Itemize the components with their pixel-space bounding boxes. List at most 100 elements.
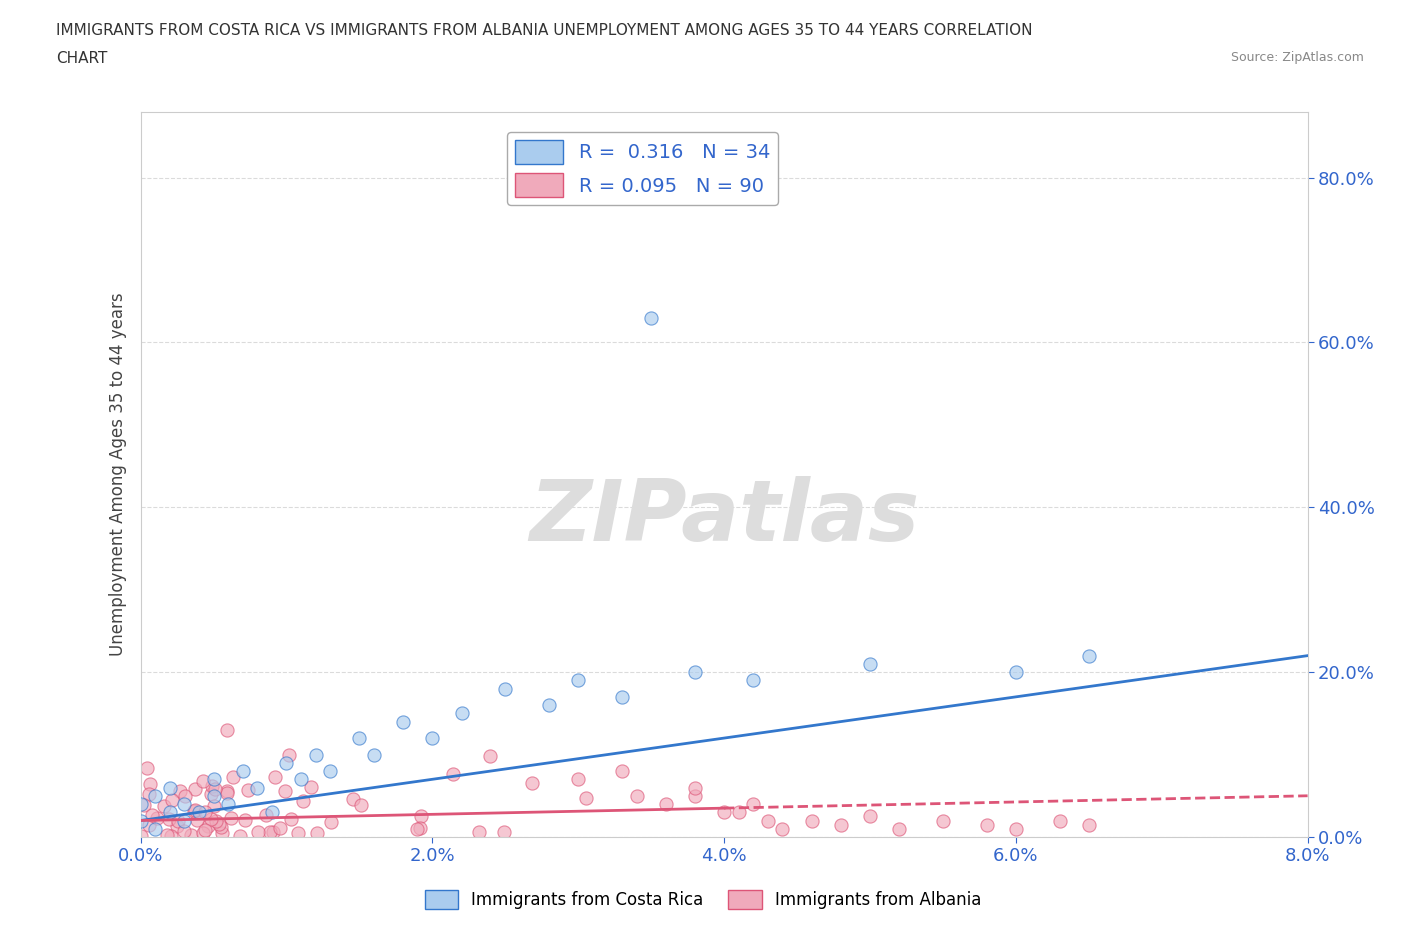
Point (520, 776, 543, 790)
Point (180, 828, 202, 843)
Point (683, 789, 706, 804)
Point (626, 789, 648, 804)
Text: ZIPatlas: ZIPatlas (529, 476, 920, 559)
Point (655, 797, 678, 812)
Point (406, 822, 429, 837)
Point (138, 787, 160, 802)
Point (276, 755, 298, 770)
Point (153, 799, 176, 814)
Point (167, 814, 190, 829)
Point (219, 810, 242, 825)
Point (742, 673, 765, 688)
Point (450, 706, 472, 721)
Point (263, 769, 285, 784)
Point (194, 822, 217, 837)
Point (208, 817, 231, 831)
Point (350, 798, 373, 813)
Point (610, 764, 633, 778)
Point (575, 790, 598, 805)
Point (169, 784, 191, 799)
Point (159, 780, 181, 795)
Point (494, 681, 516, 696)
Point (132, 797, 155, 812)
Point (232, 764, 254, 778)
Point (319, 764, 342, 778)
Point (184, 781, 207, 796)
Point (299, 780, 322, 795)
Text: CHART: CHART (56, 51, 108, 66)
Point (217, 784, 239, 799)
Point (290, 772, 312, 787)
Point (830, 817, 852, 832)
Point (1077, 817, 1099, 832)
Point (211, 825, 233, 840)
Point (202, 799, 225, 814)
Point (342, 792, 364, 807)
Point (479, 749, 502, 764)
Point (235, 813, 257, 828)
Legend: R =  0.316   N = 34, R = 0.095   N = 90: R = 0.316 N = 34, R = 0.095 N = 90 (506, 132, 778, 205)
Point (742, 797, 765, 812)
Point (976, 817, 998, 832)
Point (200, 812, 222, 827)
Point (567, 772, 589, 787)
Point (1049, 813, 1071, 828)
Point (202, 789, 225, 804)
Point (129, 829, 152, 844)
Point (222, 769, 245, 784)
Point (859, 809, 882, 824)
Point (492, 824, 515, 839)
Point (191, 774, 214, 789)
Point (756, 813, 779, 828)
Point (567, 673, 589, 688)
Point (236, 783, 259, 798)
Point (166, 818, 188, 833)
Point (349, 731, 371, 746)
Point (202, 772, 225, 787)
Point (129, 813, 152, 828)
Point (139, 777, 162, 791)
Point (183, 804, 205, 818)
Point (889, 821, 911, 836)
Point (200, 786, 222, 801)
Point (422, 731, 444, 746)
Point (269, 820, 291, 835)
Point (143, 821, 166, 836)
Point (205, 814, 228, 829)
Point (727, 804, 749, 819)
Point (259, 825, 281, 840)
Point (138, 817, 160, 832)
Point (194, 804, 217, 819)
Point (291, 793, 314, 808)
Point (280, 812, 302, 827)
Point (173, 797, 195, 812)
Point (260, 804, 283, 819)
Point (277, 748, 299, 763)
Point (211, 819, 233, 834)
Point (409, 820, 432, 835)
Text: Source: ZipAtlas.com: Source: ZipAtlas.com (1230, 51, 1364, 64)
Point (215, 786, 238, 801)
Legend: Immigrants from Costa Rica, Immigrants from Albania: Immigrants from Costa Rica, Immigrants f… (418, 884, 988, 916)
Point (441, 766, 464, 781)
Point (173, 823, 195, 838)
Point (141, 807, 163, 822)
Point (772, 821, 794, 836)
Point (305, 747, 328, 762)
Point (201, 778, 224, 793)
Point (409, 808, 432, 823)
Point (800, 813, 823, 828)
Point (274, 784, 297, 799)
Point (160, 829, 183, 844)
Point (610, 689, 633, 704)
Point (1005, 821, 1028, 836)
Point (136, 761, 159, 776)
Point (229, 829, 252, 844)
Point (287, 826, 309, 841)
Point (1077, 648, 1099, 663)
Point (156, 828, 179, 843)
Point (1005, 665, 1028, 680)
Text: IMMIGRANTS FROM COSTA RICA VS IMMIGRANTS FROM ALBANIA UNEMPLOYMENT AMONG AGES 35: IMMIGRANTS FROM COSTA RICA VS IMMIGRANTS… (56, 23, 1033, 38)
Point (146, 811, 169, 826)
Point (188, 804, 211, 819)
